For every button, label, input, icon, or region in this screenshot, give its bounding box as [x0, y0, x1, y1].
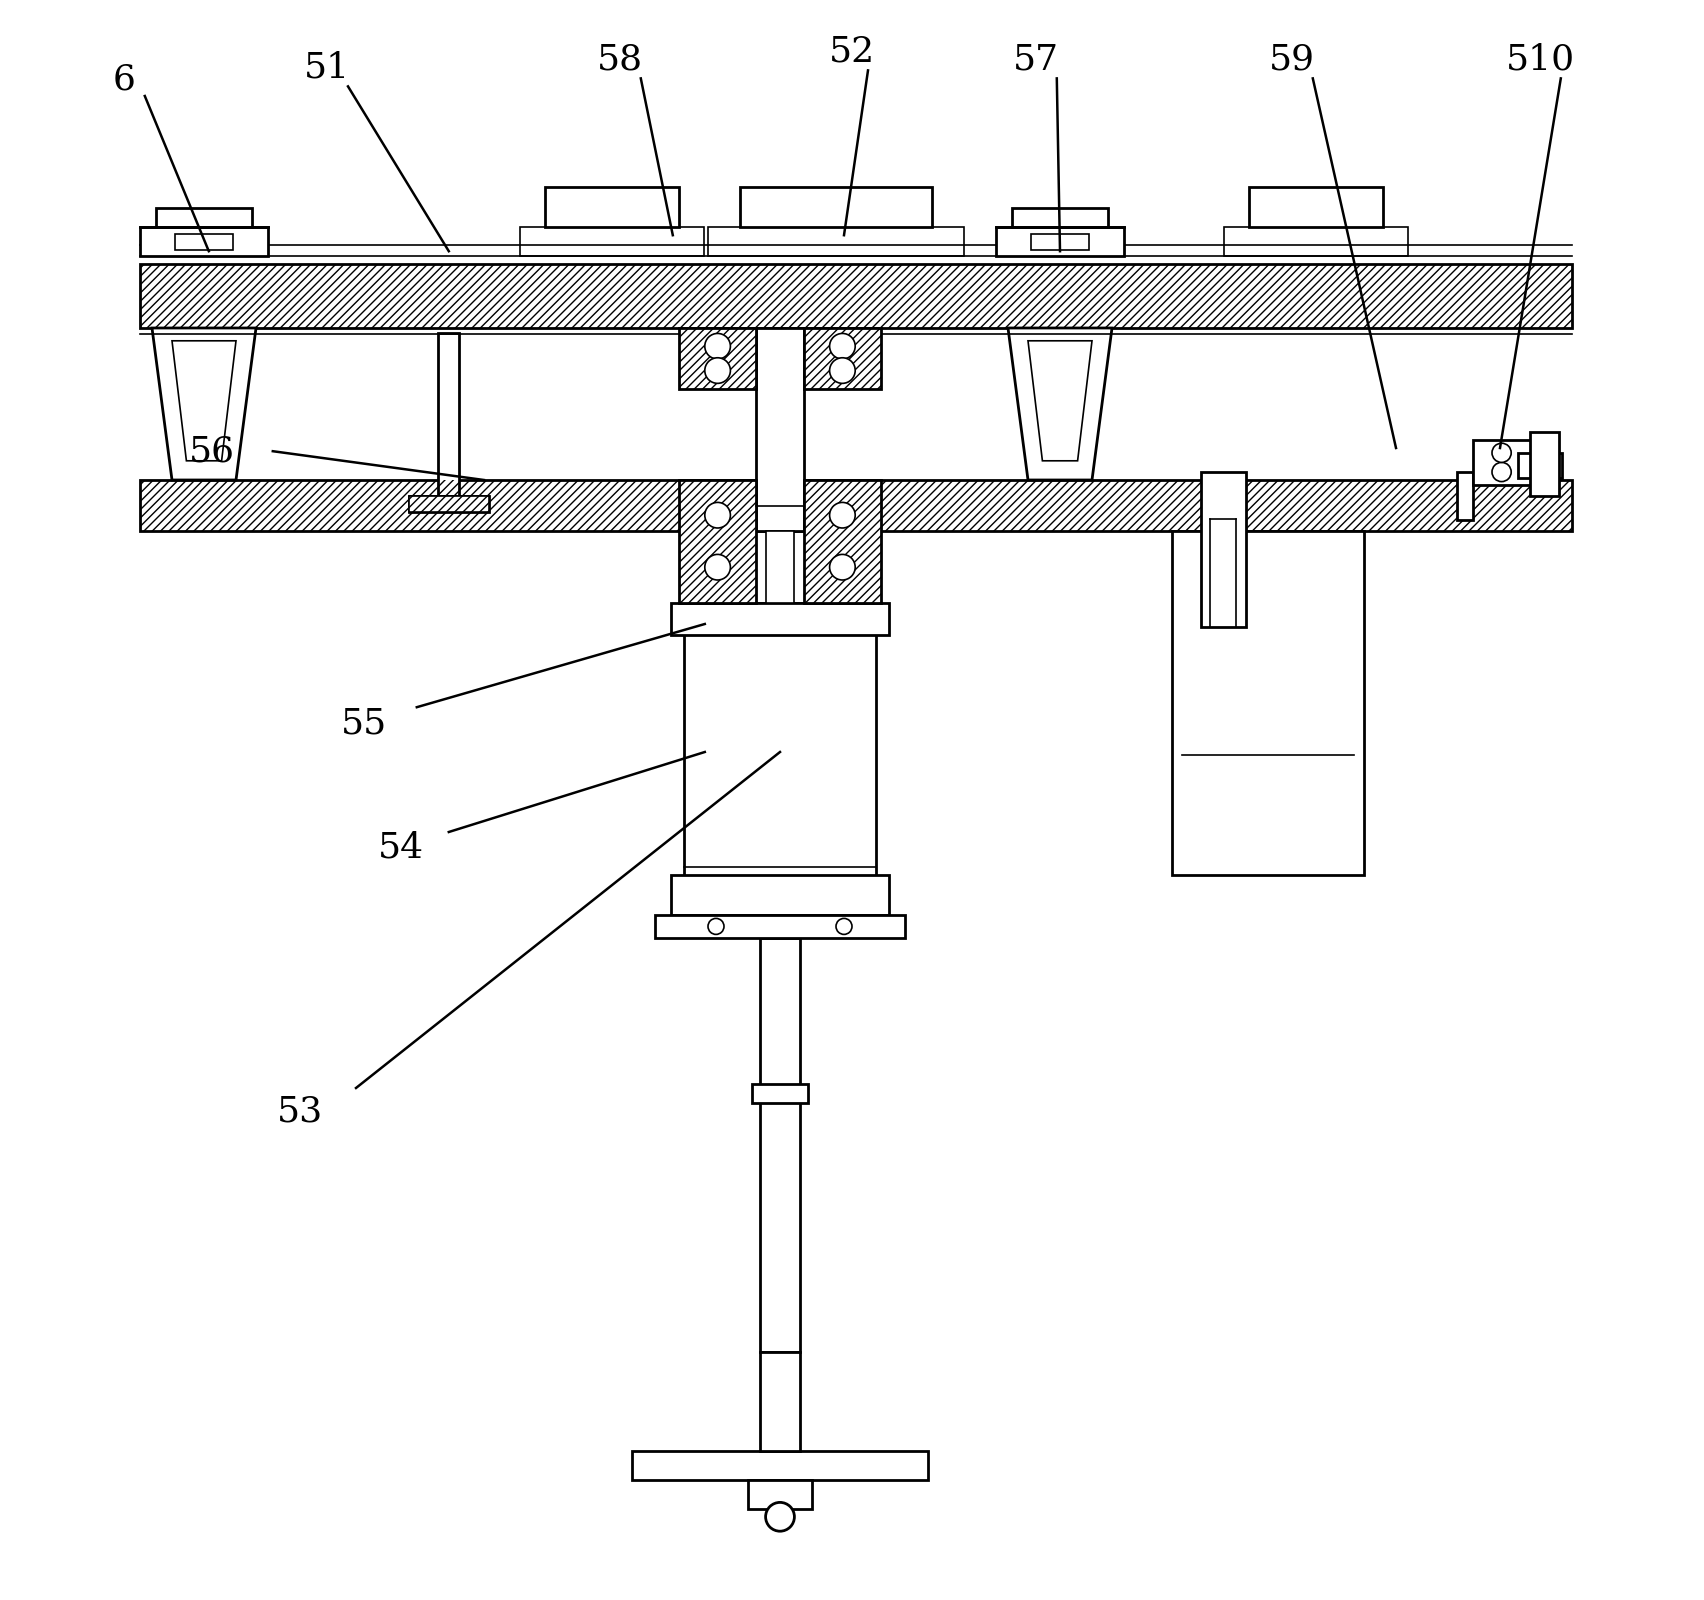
Bar: [632, 1451, 929, 1480]
Text: 54: 54: [378, 830, 424, 866]
Circle shape: [705, 554, 731, 579]
Bar: [760, 1352, 799, 1451]
Bar: [409, 496, 489, 512]
Text: 510: 510: [1505, 42, 1574, 77]
Circle shape: [830, 554, 855, 579]
Bar: [683, 603, 876, 915]
Bar: [707, 227, 964, 256]
Bar: [140, 264, 1573, 328]
Bar: [140, 227, 268, 256]
Bar: [804, 480, 881, 603]
Bar: [438, 333, 458, 496]
Bar: [765, 531, 794, 603]
Bar: [671, 603, 889, 635]
Bar: [409, 496, 489, 512]
Polygon shape: [152, 328, 256, 480]
Bar: [997, 227, 1125, 256]
Bar: [1457, 472, 1472, 520]
Bar: [176, 234, 233, 250]
Bar: [671, 875, 889, 915]
Bar: [520, 227, 704, 256]
Polygon shape: [1028, 341, 1092, 461]
Circle shape: [707, 918, 724, 934]
Bar: [804, 480, 881, 603]
Text: 55: 55: [341, 706, 387, 741]
Bar: [1472, 440, 1552, 485]
Bar: [804, 328, 881, 389]
Circle shape: [1493, 462, 1511, 482]
Bar: [1201, 472, 1246, 627]
Bar: [1530, 432, 1559, 496]
Bar: [1031, 234, 1089, 250]
Bar: [1223, 227, 1408, 256]
Circle shape: [765, 1502, 794, 1531]
Bar: [760, 938, 799, 1352]
Bar: [157, 208, 252, 227]
Text: 59: 59: [1269, 42, 1315, 77]
Bar: [140, 480, 1573, 531]
Text: 58: 58: [596, 42, 642, 77]
Bar: [1249, 187, 1384, 227]
Circle shape: [830, 333, 855, 358]
Bar: [409, 496, 489, 512]
Bar: [680, 480, 757, 603]
Text: 53: 53: [276, 1094, 324, 1130]
Text: 6: 6: [112, 62, 135, 98]
Polygon shape: [172, 341, 235, 461]
Bar: [140, 480, 1573, 531]
Bar: [757, 328, 804, 531]
Bar: [1172, 531, 1363, 875]
Text: 51: 51: [303, 50, 351, 85]
Bar: [680, 328, 757, 389]
Bar: [804, 328, 881, 389]
Circle shape: [1493, 443, 1511, 462]
Polygon shape: [1009, 328, 1113, 480]
Bar: [751, 1085, 808, 1104]
Circle shape: [830, 502, 855, 528]
Text: 57: 57: [1012, 42, 1058, 77]
Bar: [1518, 453, 1563, 478]
Bar: [748, 1480, 813, 1509]
Circle shape: [830, 358, 855, 384]
Circle shape: [705, 358, 731, 384]
Text: 52: 52: [828, 34, 876, 69]
Bar: [740, 187, 932, 227]
Bar: [656, 915, 905, 938]
Circle shape: [705, 502, 731, 528]
Bar: [680, 480, 757, 603]
Bar: [1012, 208, 1108, 227]
Circle shape: [705, 333, 731, 358]
Bar: [545, 187, 680, 227]
Text: 56: 56: [189, 434, 235, 469]
Bar: [680, 328, 757, 389]
Bar: [140, 264, 1573, 328]
Circle shape: [837, 918, 852, 934]
